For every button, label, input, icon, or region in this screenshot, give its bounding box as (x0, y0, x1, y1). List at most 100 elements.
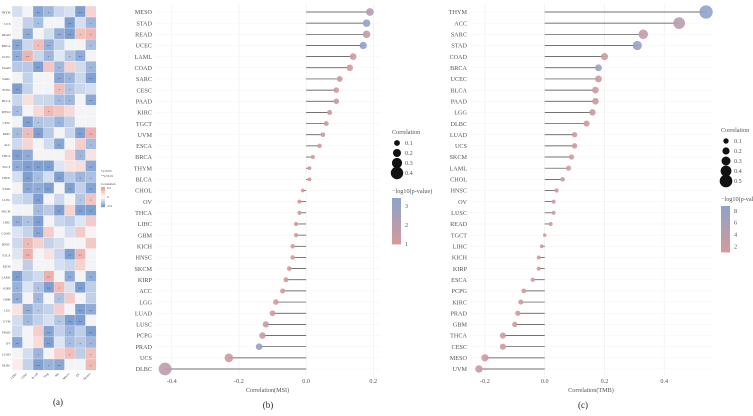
heatmap-cell (11, 237, 23, 250)
heatmap-row-label: TGCT (2, 165, 10, 169)
heatmap-sig-mark: ** (26, 176, 30, 180)
heatmap-sig-mark: * (90, 66, 92, 70)
y-category-label: ACC (454, 20, 467, 27)
heatmap-cell (11, 16, 23, 29)
lollipop-point (530, 277, 535, 282)
msi-lollipop-chart: -0.4 -0.2 0.0 0.2 MESO STAD READ UCEC LAML COAD SA… (134, 4, 380, 394)
lollipop-point (566, 165, 572, 171)
heatmap-sig-mark: * (58, 287, 60, 291)
heatmap-cell (74, 182, 86, 194)
heatmap-sig-mark: * (58, 66, 60, 70)
heatmap-col-label: Treg (42, 372, 49, 379)
size-legend-label: 0.1 (405, 140, 413, 147)
heatmap-cell (11, 303, 23, 316)
heatmap-row-label: BRCA (2, 44, 11, 48)
y-category-label: LIHC (453, 243, 467, 250)
size-legend-dot (722, 147, 730, 155)
lollipop-point (269, 310, 276, 317)
heatmap-sig-mark: ** (47, 331, 51, 335)
color-legend-swatch (392, 225, 401, 229)
heatmap-cell (11, 94, 23, 106)
heatmap-cell (74, 237, 86, 250)
heatmap-cell (11, 347, 23, 360)
color-legend-swatch (392, 209, 401, 213)
heatmap-cell (22, 347, 34, 360)
lollipop-point (638, 29, 649, 40)
heatmap-sig-mark: ** (26, 55, 30, 59)
heatmap-sig-mark: * (16, 287, 18, 291)
heatmap-sig-mark: ** (37, 221, 41, 225)
heatmap-cell (64, 171, 76, 183)
size-legend-dot (393, 149, 401, 157)
heatmap-cell (74, 325, 86, 338)
heatmap-sig-mark: * (48, 11, 50, 15)
heatmap-cell (74, 160, 86, 172)
heatmap-row-label: LUSC (2, 198, 10, 202)
heatmap-row-label: DLBC (2, 364, 11, 368)
heatmap-legend-tick: 0 (107, 195, 109, 199)
color-legend-swatch (721, 240, 730, 244)
y-category-label: LAML (134, 54, 152, 61)
lollipop-point (632, 40, 642, 51)
lollipop-point (568, 154, 575, 160)
heatmap-cell (22, 226, 34, 238)
heatmap-cell (53, 325, 65, 338)
lollipop-point (293, 232, 299, 238)
color-legend-swatch (721, 226, 730, 230)
heatmap-cell (53, 149, 65, 161)
heatmap-cell (85, 83, 97, 95)
heatmap-row-label: LGG (4, 309, 11, 313)
x-axis-title: Correlation(MSI) (246, 387, 289, 394)
heatmap-row-label: ESCA (2, 253, 11, 257)
color-legend-swatch (392, 232, 401, 236)
y-category-label: STAD (136, 20, 152, 27)
heatmap-cell (22, 336, 34, 349)
y-category-label: BRCA (450, 65, 467, 72)
heatmap-cell (11, 72, 23, 84)
color-legend-swatch (392, 241, 401, 245)
heatmap-cell (64, 204, 76, 216)
size-legend-dot (391, 157, 403, 169)
heatmap-legend-swatch (101, 189, 105, 192)
lollipop-point (699, 5, 713, 19)
y-category-label: CESC (137, 87, 152, 94)
heatmap-sig-mark: ** (89, 209, 93, 213)
heatmap-sig-mark: ** (79, 254, 83, 258)
heatmap-cell (22, 204, 34, 216)
heatmap-row-label: UCS (4, 22, 10, 26)
x-tick-label: 0.2 (369, 378, 377, 385)
y-category-label: GBM (453, 322, 468, 329)
heatmap-cell (32, 105, 44, 117)
heatmap-cell (53, 237, 65, 250)
color-legend-swatch (392, 202, 401, 206)
heatmap-sig-mark: ** (79, 309, 83, 313)
color-legend-swatch (392, 221, 401, 224)
heatmap-row-label: STAD (2, 187, 11, 191)
y-category-label: BLCA (450, 87, 467, 94)
heatmap-sig-mark: * (90, 353, 92, 357)
heatmap-cell (32, 83, 44, 95)
y-category-label: THYM (134, 165, 153, 172)
heatmap-sig-mark: ** (26, 121, 30, 125)
color-legend-label: 1 (405, 241, 408, 248)
lollipop-point (554, 188, 559, 193)
heatmap-cell (64, 5, 76, 18)
y-category-label: UCEC (135, 43, 152, 50)
heatmap-cell (74, 105, 86, 117)
heatmap-sig-mark: * (90, 44, 92, 48)
heatmap-cell (85, 259, 97, 272)
lollipop-point (560, 177, 565, 182)
heatmap-cell (11, 325, 23, 338)
heatmap-sig-mark: ** (16, 165, 20, 169)
heatmap-sig-mark: * (79, 342, 81, 346)
heatmap-cell (43, 138, 55, 150)
size-legend-label: 0.2 (405, 150, 413, 157)
y-category-label: KIRC (137, 110, 152, 117)
heatmap-sig-mark: ** (26, 254, 30, 258)
heatmap-sig-mark: ** (68, 22, 72, 26)
heatmap-cell (11, 259, 23, 272)
heatmap-cell (85, 226, 97, 238)
heatmap-sig-mark: ** (26, 33, 30, 37)
color-legend-swatch (392, 200, 401, 203)
heatmap-sig-mark: * (69, 55, 71, 59)
